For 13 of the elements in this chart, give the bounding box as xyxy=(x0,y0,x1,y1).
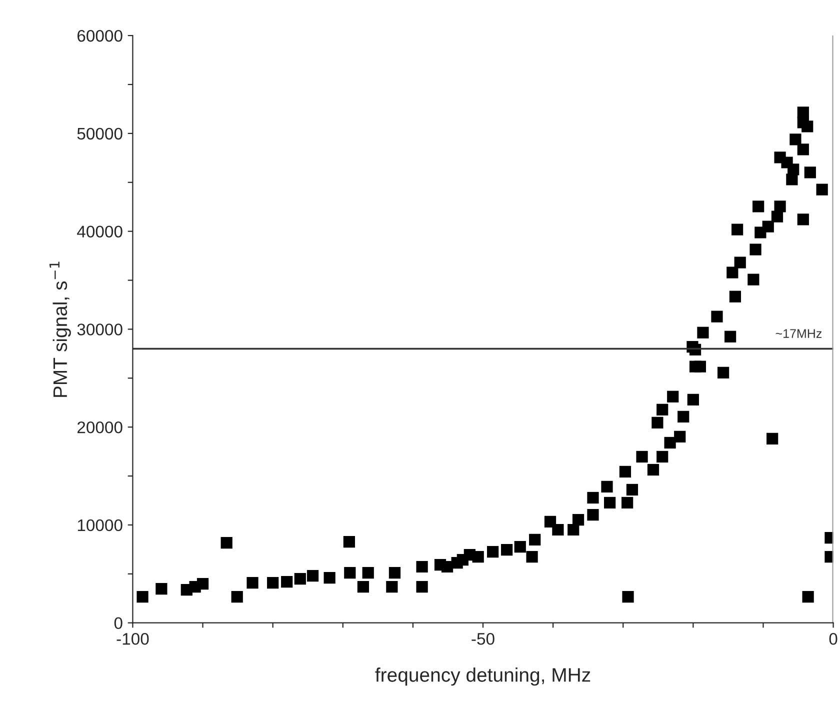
x-axis-title: frequency detuning, MHz xyxy=(375,668,590,686)
y-tick-label: 40000 xyxy=(77,226,122,238)
y-tick-label: 30000 xyxy=(77,324,122,336)
y-axis-title: PMT signal, s$^{−1}$ xyxy=(50,262,71,397)
y-tick-label: 60000 xyxy=(78,30,122,42)
y-tick-label: 10000 xyxy=(78,519,122,532)
y-tick-label: 50000 xyxy=(77,128,122,140)
y-tick-label: 20000 xyxy=(77,421,122,434)
x-tick-label: -50 xyxy=(472,633,494,645)
y-tick-label: 0 xyxy=(114,617,122,630)
ref-line-label: ~17MHz xyxy=(776,329,822,338)
x-tick-label: -100 xyxy=(116,633,149,645)
x-tick-label: 0 xyxy=(829,633,838,645)
